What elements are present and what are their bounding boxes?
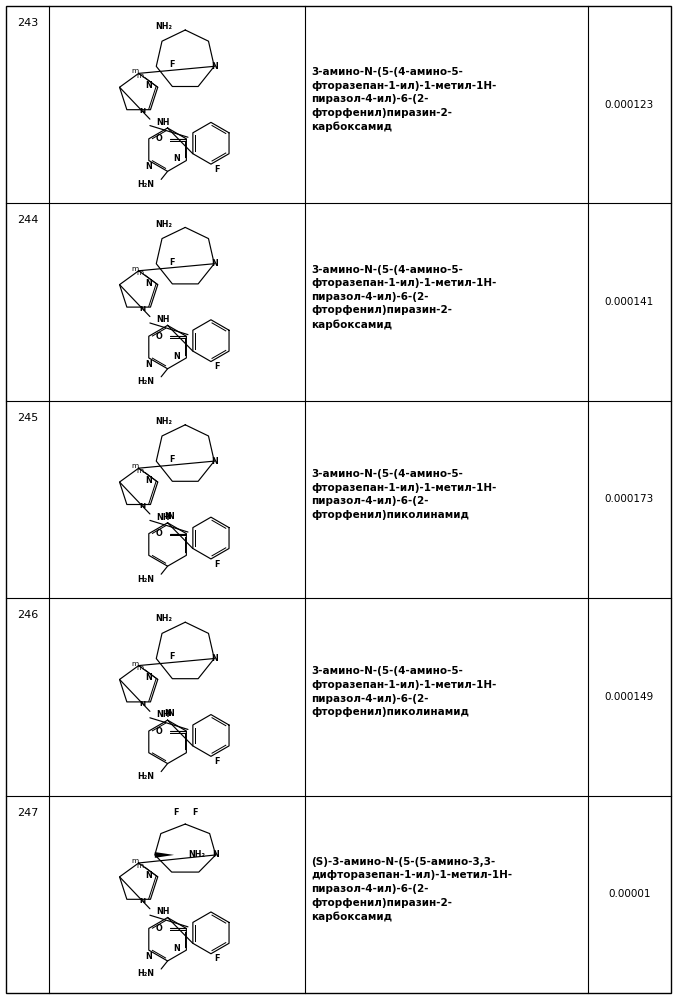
Text: (S)-3-амино-N-(5-(5-амино-3,3-
дифторазепан-1-ил)-1-метил-1Н-
пиразол-4-ил)-6-(2: (S)-3-амино-N-(5-(5-амино-3,3- дифторазе…: [311, 857, 512, 922]
Text: 0.000141: 0.000141: [605, 297, 654, 307]
Text: N: N: [173, 155, 180, 164]
Text: N: N: [173, 352, 180, 361]
Text: F: F: [215, 559, 220, 568]
Text: NH: NH: [156, 907, 170, 916]
Text: NH: NH: [156, 316, 170, 325]
Text: O: O: [156, 529, 162, 538]
Text: 247: 247: [17, 807, 39, 817]
Text: 244: 244: [17, 216, 39, 226]
Text: m: m: [131, 858, 139, 864]
Text: 0.000149: 0.000149: [605, 692, 654, 702]
Text: O: O: [156, 924, 162, 933]
Text: N: N: [146, 81, 152, 90]
Text: N: N: [213, 850, 219, 859]
Text: 3-амино-N-(5-(4-амино-5-
фторазепан-1-ил)-1-метил-1Н-
пиразол-4-ил)-6-(2-
фторфе: 3-амино-N-(5-(4-амино-5- фторазепан-1-ил…: [311, 666, 497, 717]
Text: m: m: [131, 464, 139, 470]
Text: 246: 246: [17, 610, 38, 620]
Text: F: F: [215, 363, 220, 372]
Text: m: m: [137, 665, 144, 671]
Text: F: F: [169, 455, 175, 464]
Text: N: N: [165, 709, 171, 718]
Text: N: N: [211, 457, 217, 466]
Text: NH₂: NH₂: [155, 22, 172, 31]
Text: N: N: [139, 108, 146, 114]
Text: H₂N: H₂N: [137, 969, 155, 978]
Text: F: F: [173, 808, 178, 817]
Text: N: N: [139, 700, 146, 706]
Text: N: N: [211, 259, 217, 268]
Text: 3-амино-N-(5-(4-амино-5-
фторазепан-1-ил)-1-метил-1Н-
пиразол-4-ил)-6-(2-
фторфе: 3-амино-N-(5-(4-амино-5- фторазепан-1-ил…: [311, 67, 497, 132]
Text: m: m: [131, 68, 139, 74]
Text: NH: NH: [156, 512, 170, 521]
Text: F: F: [169, 652, 175, 661]
Text: F: F: [215, 954, 220, 963]
Text: F: F: [215, 165, 220, 174]
Text: N: N: [146, 360, 152, 369]
Text: m: m: [137, 862, 144, 868]
Text: m: m: [137, 271, 144, 277]
Text: N: N: [139, 503, 146, 509]
Text: N: N: [139, 306, 146, 312]
Text: N: N: [165, 511, 171, 520]
Text: 245: 245: [17, 413, 38, 423]
Text: N: N: [146, 673, 152, 682]
Text: 3-амино-N-(5-(4-амино-5-
фторазепан-1-ил)-1-метил-1Н-
пиразол-4-ил)-6-(2-
фторфе: 3-амино-N-(5-(4-амино-5- фторазепан-1-ил…: [311, 470, 497, 519]
Text: N: N: [211, 654, 217, 663]
Text: N: N: [146, 871, 152, 880]
Text: m: m: [131, 660, 139, 666]
Text: m: m: [131, 266, 139, 272]
Text: 3-амино-N-(5-(4-амино-5-
фторазепан-1-ил)-1-метил-1Н-
пиразол-4-ил)-6-(2-
фторфе: 3-амино-N-(5-(4-амино-5- фторазепан-1-ил…: [311, 265, 497, 330]
Text: N: N: [139, 898, 146, 904]
Text: m: m: [137, 468, 144, 474]
Text: NH: NH: [156, 118, 170, 127]
Text: F: F: [192, 808, 198, 817]
Text: N: N: [146, 163, 152, 172]
Text: N: N: [173, 944, 180, 953]
Text: 0.00001: 0.00001: [608, 889, 651, 899]
Text: NH₂: NH₂: [155, 417, 172, 426]
Text: H₂N: H₂N: [137, 574, 155, 583]
Text: O: O: [156, 134, 162, 143]
Text: O: O: [156, 726, 162, 735]
Text: H₂N: H₂N: [137, 180, 155, 189]
Text: m: m: [137, 73, 144, 79]
Text: N: N: [146, 279, 152, 288]
Text: NH₂: NH₂: [155, 614, 172, 623]
Text: NH₂: NH₂: [189, 850, 206, 859]
Text: N: N: [146, 476, 152, 485]
Text: 0.000123: 0.000123: [605, 100, 654, 110]
Text: N: N: [146, 952, 152, 961]
Text: 243: 243: [17, 18, 38, 28]
Text: H₂N: H₂N: [137, 772, 155, 781]
Text: N: N: [211, 62, 217, 71]
Text: NH: NH: [156, 710, 170, 719]
Text: NH₂: NH₂: [155, 220, 172, 229]
Text: 0.000173: 0.000173: [605, 495, 654, 504]
Text: H₂N: H₂N: [137, 377, 155, 387]
Text: N: N: [167, 511, 174, 520]
Text: O: O: [156, 332, 162, 341]
Text: F: F: [169, 60, 175, 69]
Text: N: N: [167, 709, 174, 718]
Text: F: F: [169, 258, 175, 267]
Polygon shape: [155, 852, 174, 858]
Text: F: F: [215, 757, 220, 766]
